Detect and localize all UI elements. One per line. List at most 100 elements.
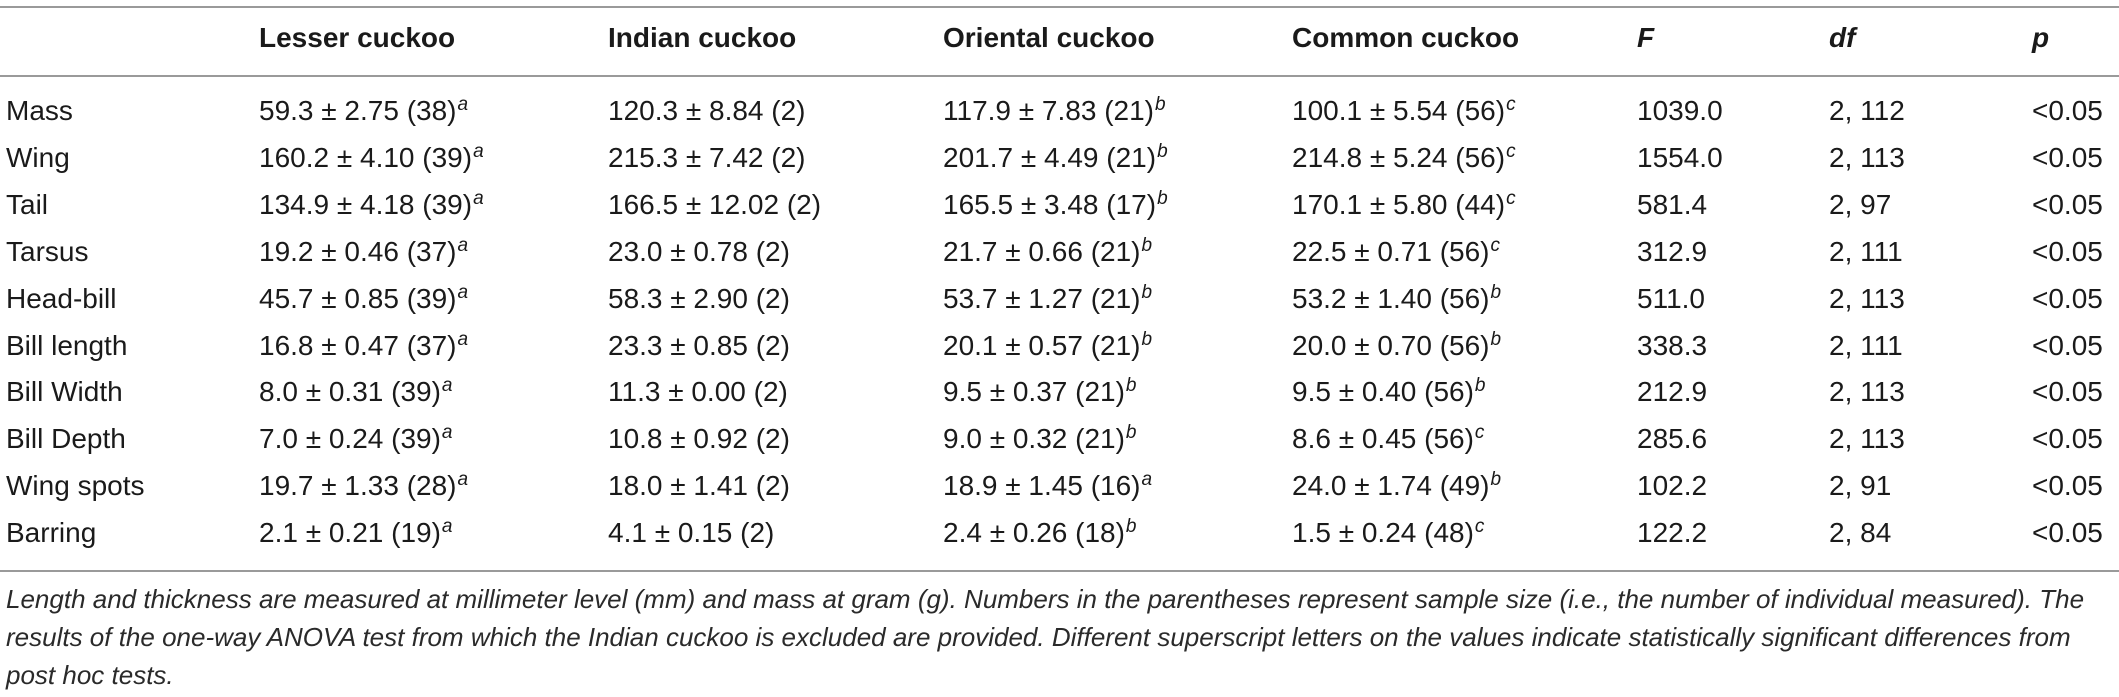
cell-value: 59.3 ± 2.75 (38)	[259, 95, 457, 126]
cell-value: 20.1 ± 0.57 (21)	[943, 329, 1141, 361]
cell-oriental-cuckoo: 21.7 ± 0.66 (21)b	[943, 228, 1152, 279]
cell-oriental-cuckoo: 18.9 ± 1.45 (16)a	[943, 462, 1152, 513]
significance-superscript: b	[1141, 234, 1153, 256]
cell-value: 165.5 ± 3.48 (17)	[943, 188, 1157, 220]
significance-superscript: a	[457, 234, 469, 256]
cell-df: 2, 112	[1829, 95, 1905, 126]
significance-superscript: c	[1506, 94, 1516, 115]
cell-df: 2, 113	[1829, 423, 1905, 455]
significance-superscript: b	[1154, 94, 1166, 115]
cell-f-statistic: 212.9	[1637, 376, 1708, 408]
table-row: Wing spots 19.7 ± 1.33 (28)a 18.0 ± 1.41 (…	[0, 462, 2119, 509]
cell-lesser-cuckoo: 2.1 ± 0.21 (19)a	[259, 509, 453, 560]
cell-value: 160.2 ± 4.10 (39)	[259, 141, 473, 173]
cell-common-cuckoo: 24.0 ± 1.74 (49)b	[1292, 462, 1501, 513]
table-row: Barring 2.1 ± 0.21 (19)a 4.1 ± 0.15 (2) 2.4…	[0, 509, 2119, 556]
cell-value: 1.5 ± 0.24 (48)	[1292, 517, 1474, 549]
header-f-statistic: F	[1637, 22, 1655, 53]
significance-superscript: b	[1474, 375, 1486, 397]
cell-oriental-cuckoo: 53.7 ± 1.27 (21)b	[943, 275, 1152, 326]
cell-value: 9.5 ± 0.40 (56)	[1292, 376, 1474, 408]
significance-superscript: b	[1125, 516, 1137, 538]
cell-oriental-cuckoo: 9.5 ± 0.37 (21)b	[943, 368, 1137, 419]
table-bottom-rule	[0, 570, 2119, 572]
cell-p-value: <0.05	[2032, 282, 2103, 314]
table-header-rule	[0, 75, 2119, 77]
cell-p-value: <0.05	[2032, 329, 2103, 361]
table-row: Bill Width 8.0 ± 0.31 (39)a 11.3 ± 0.00 (2…	[0, 368, 2119, 415]
significance-superscript: a	[473, 187, 484, 209]
cell-value: 2.4 ± 0.26 (18)	[943, 517, 1125, 549]
header-p-value: p	[2032, 22, 2050, 53]
significance-superscript: a	[473, 140, 484, 162]
cell-f-statistic: 1554.0	[1637, 141, 1723, 173]
table-row: Tail 134.9 ± 4.18 (39)a 166.5 ± 12.02 (2) 1…	[0, 181, 2119, 228]
cell-value: 214.8 ± 5.24 (56)	[1292, 141, 1506, 173]
header-df: df	[1829, 22, 1856, 53]
significance-superscript: b	[1125, 422, 1137, 444]
cell-oriental-cuckoo: 165.5 ± 3.48 (17)b	[943, 181, 1168, 232]
cell-p-value: <0.05	[2032, 235, 2103, 267]
cell-lesser-cuckoo: 8.0 ± 0.31 (39)a	[259, 368, 453, 419]
cell-f-statistic: 122.2	[1637, 517, 1708, 549]
row-label: Tarsus	[6, 235, 89, 267]
cell-common-cuckoo: 22.5 ± 0.71 (56)c	[1292, 228, 1500, 279]
cell-value: 4.1 ± 0.15 (2)	[608, 517, 775, 549]
cell-df: 2, 113	[1829, 141, 1905, 173]
table-row: Tarsus 19.2 ± 0.46 (37)a 23.0 ± 0.78 (2) 21…	[0, 228, 2119, 275]
cell-value: 23.3 ± 0.85 (2)	[608, 329, 790, 361]
cell-value: 24.0 ± 1.74 (49)	[1292, 470, 1490, 502]
significance-superscript: b	[1125, 375, 1137, 397]
significance-superscript: b	[1141, 281, 1153, 303]
cell-oriental-cuckoo: 201.7 ± 4.49 (21)b	[943, 134, 1168, 185]
cell-common-cuckoo: 9.5 ± 0.40 (56)b	[1292, 368, 1486, 419]
row-label: Wing	[6, 141, 70, 173]
cell-indian-cuckoo: 11.3 ± 0.00 (2)	[608, 368, 789, 419]
cell-value: 7.0 ± 0.24 (39)	[259, 423, 441, 455]
cell-value: 201.7 ± 4.49 (21)	[943, 141, 1157, 173]
cell-value: 120.3 ± 8.84 (2)	[608, 95, 806, 126]
row-label: Mass	[6, 95, 73, 126]
cell-value: 134.9 ± 4.18 (39)	[259, 188, 473, 220]
cell-lesser-cuckoo: 45.7 ± 0.85 (39)a	[259, 275, 468, 326]
cell-df: 2, 113	[1829, 282, 1905, 314]
cell-common-cuckoo: 20.0 ± 0.70 (56)b	[1292, 322, 1501, 373]
cell-value: 2.1 ± 0.21 (19)	[259, 517, 441, 549]
cell-lesser-cuckoo: 160.2 ± 4.10 (39)a	[259, 134, 484, 185]
cell-p-value: <0.05	[2032, 141, 2103, 173]
table-row: Head-bill 45.7 ± 0.85 (39)a 58.3 ± 2.90 (2…	[0, 275, 2119, 322]
header-lesser-cuckoo: Lesser cuckoo	[259, 22, 456, 53]
cell-indian-cuckoo: 23.3 ± 0.85 (2)	[608, 322, 791, 373]
cell-lesser-cuckoo: 19.7 ± 1.33 (28)a	[259, 462, 468, 513]
cell-df: 2, 84	[1829, 517, 1892, 549]
table-row: Wing 160.2 ± 4.10 (39)a 215.3 ± 7.42 (2) 20…	[0, 134, 2119, 181]
row-label: Bill length	[6, 329, 128, 361]
significance-superscript: b	[1490, 328, 1502, 350]
significance-superscript: b	[1157, 187, 1168, 209]
header-common-cuckoo: Common cuckoo	[1292, 22, 1520, 53]
cell-common-cuckoo: 8.6 ± 0.45 (56)c	[1292, 415, 1484, 466]
cell-value: 11.3 ± 0.00 (2)	[608, 376, 788, 408]
cell-value: 8.6 ± 0.45 (56)	[1292, 423, 1474, 455]
significance-superscript: a	[1141, 469, 1153, 491]
table-row: Mass 59.3 ± 2.75 (38)a 120.3 ± 8.84 (2) 117…	[0, 87, 2119, 134]
significance-superscript: a	[457, 281, 469, 303]
cell-value: 53.2 ± 1.40 (56)	[1292, 282, 1490, 314]
cell-value: 21.7 ± 0.66 (21)	[943, 235, 1141, 267]
cell-df: 2, 111	[1829, 235, 1903, 267]
significance-superscript: c	[1506, 187, 1516, 209]
row-label: Bill Depth	[6, 423, 126, 455]
cell-p-value: <0.05	[2032, 376, 2103, 408]
significance-superscript: b	[1141, 328, 1153, 350]
cell-indian-cuckoo: 166.5 ± 12.02 (2)	[608, 181, 822, 232]
significance-superscript: a	[457, 469, 469, 491]
cell-oriental-cuckoo: 9.0 ± 0.32 (21)b	[943, 415, 1137, 466]
cell-df: 2, 91	[1829, 470, 1892, 502]
cell-value: 53.7 ± 1.27 (21)	[943, 282, 1141, 314]
cell-value: 215.3 ± 7.42 (2)	[608, 141, 806, 173]
cell-indian-cuckoo: 58.3 ± 2.90 (2)	[608, 275, 791, 326]
cell-value: 19.2 ± 0.46 (37)	[259, 235, 457, 267]
table-row: Bill Depth 7.0 ± 0.24 (39)a 10.8 ± 0.92 (2…	[0, 415, 2119, 462]
cell-oriental-cuckoo: 2.4 ± 0.26 (18)b	[943, 509, 1137, 560]
cell-df: 2, 97	[1829, 188, 1892, 220]
